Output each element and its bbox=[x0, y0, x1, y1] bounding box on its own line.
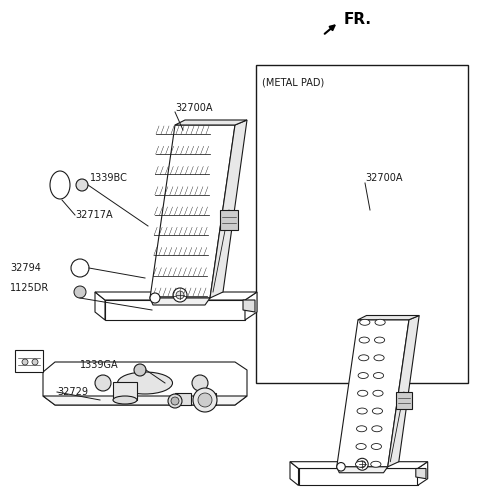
Circle shape bbox=[198, 393, 212, 407]
Polygon shape bbox=[175, 120, 247, 125]
Circle shape bbox=[168, 394, 182, 408]
Polygon shape bbox=[337, 467, 388, 473]
Text: 1125DR: 1125DR bbox=[10, 283, 49, 293]
Polygon shape bbox=[220, 210, 238, 230]
Ellipse shape bbox=[371, 461, 381, 467]
Ellipse shape bbox=[372, 444, 382, 450]
Text: (METAL PAD): (METAL PAD) bbox=[262, 77, 324, 87]
Circle shape bbox=[337, 462, 345, 471]
Text: 1339BC: 1339BC bbox=[90, 173, 128, 183]
Text: 32700A: 32700A bbox=[365, 173, 403, 183]
Text: 32700A: 32700A bbox=[175, 103, 213, 113]
Bar bbox=[175, 393, 191, 405]
Ellipse shape bbox=[356, 461, 366, 467]
Circle shape bbox=[32, 359, 38, 365]
Polygon shape bbox=[245, 292, 257, 320]
Polygon shape bbox=[210, 120, 247, 298]
Circle shape bbox=[176, 291, 184, 299]
Polygon shape bbox=[337, 320, 409, 467]
Polygon shape bbox=[43, 362, 247, 405]
Ellipse shape bbox=[359, 337, 370, 343]
Ellipse shape bbox=[358, 372, 368, 378]
Ellipse shape bbox=[373, 390, 383, 396]
Circle shape bbox=[193, 388, 217, 412]
Circle shape bbox=[134, 364, 146, 376]
Polygon shape bbox=[243, 300, 255, 312]
Polygon shape bbox=[150, 125, 235, 298]
Text: FR.: FR. bbox=[343, 12, 371, 27]
Text: 32794: 32794 bbox=[10, 263, 41, 273]
Polygon shape bbox=[105, 300, 245, 320]
Ellipse shape bbox=[50, 171, 70, 199]
Ellipse shape bbox=[374, 355, 384, 361]
Ellipse shape bbox=[358, 390, 368, 396]
Polygon shape bbox=[113, 382, 137, 400]
Polygon shape bbox=[95, 292, 257, 300]
Ellipse shape bbox=[118, 372, 172, 394]
Polygon shape bbox=[358, 316, 419, 320]
Text: 1339GA: 1339GA bbox=[80, 360, 119, 370]
Polygon shape bbox=[43, 396, 247, 405]
Polygon shape bbox=[15, 350, 43, 372]
Circle shape bbox=[359, 461, 366, 468]
Bar bbox=[200, 393, 216, 405]
Polygon shape bbox=[290, 462, 428, 468]
Ellipse shape bbox=[113, 396, 137, 404]
Polygon shape bbox=[418, 462, 428, 486]
Ellipse shape bbox=[356, 444, 366, 450]
Polygon shape bbox=[416, 468, 426, 479]
Text: 32717A: 32717A bbox=[75, 210, 113, 220]
Circle shape bbox=[150, 293, 160, 303]
Polygon shape bbox=[150, 298, 210, 305]
Ellipse shape bbox=[372, 426, 382, 432]
Bar bbox=[256, 65, 468, 383]
Ellipse shape bbox=[374, 337, 384, 343]
Polygon shape bbox=[299, 468, 418, 486]
Circle shape bbox=[356, 458, 368, 470]
Circle shape bbox=[95, 375, 111, 391]
Ellipse shape bbox=[360, 319, 370, 325]
Circle shape bbox=[173, 288, 187, 302]
Circle shape bbox=[171, 397, 179, 405]
Ellipse shape bbox=[359, 355, 369, 361]
Circle shape bbox=[192, 375, 208, 391]
Ellipse shape bbox=[357, 426, 367, 432]
Polygon shape bbox=[290, 462, 299, 486]
Circle shape bbox=[76, 179, 88, 191]
Circle shape bbox=[71, 259, 89, 277]
Polygon shape bbox=[388, 316, 419, 467]
Ellipse shape bbox=[375, 319, 385, 325]
Circle shape bbox=[74, 286, 86, 298]
Ellipse shape bbox=[357, 408, 367, 414]
Polygon shape bbox=[95, 292, 105, 320]
Ellipse shape bbox=[372, 408, 383, 414]
Text: 32729: 32729 bbox=[57, 387, 88, 397]
Ellipse shape bbox=[373, 372, 384, 378]
Circle shape bbox=[22, 359, 28, 365]
Polygon shape bbox=[396, 392, 411, 409]
